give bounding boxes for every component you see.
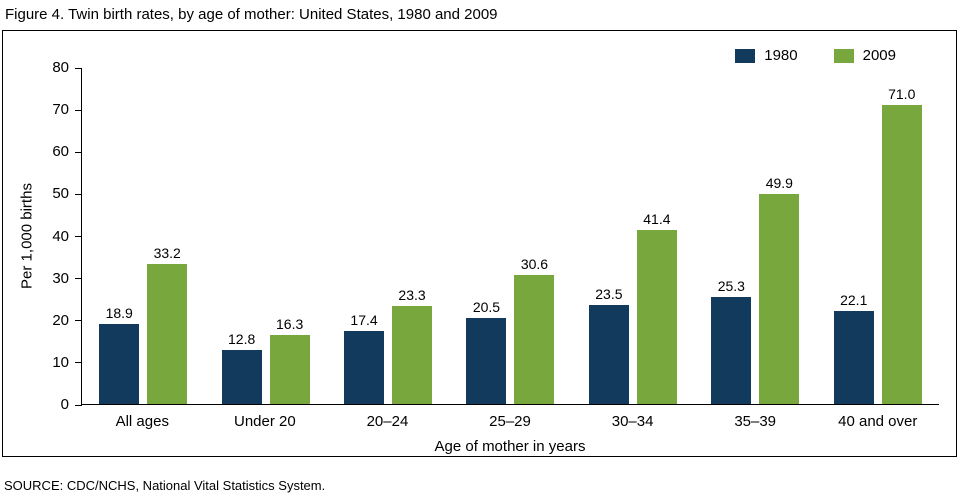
y-tick-label: 10 (52, 353, 69, 371)
y-tick-mark (75, 404, 82, 406)
bar-2009 (636, 229, 677, 404)
bar-value-label: 23.3 (398, 286, 426, 303)
bar-value-label: 23.5 (595, 286, 623, 303)
bars-container: 18.9 33.2 12.8 16.3 17.4 23.3 20.5 30.6 23.5 41.4… (82, 68, 939, 404)
bar-column: 17.4 (344, 311, 385, 404)
x-tick-label: 20–24 (366, 413, 409, 430)
plot-area: 18.9 33.2 12.8 16.3 17.4 23.3 20.5 30.6 23.5 41.4… (52, 59, 939, 413)
y-tick-label: 60 (52, 143, 69, 161)
bar-group: 23.5 41.4 (572, 211, 694, 404)
y-tick-label: 40 (52, 227, 69, 245)
bar-column: 12.8 (221, 331, 262, 404)
bar-value-label: 17.4 (350, 311, 378, 328)
y-tick-label: 70 (52, 101, 69, 119)
chart-frame: 1980 2009 Per 1,000 births 18.9 33.2 12.8 16… (2, 30, 957, 457)
bar-value-label: 25.3 (717, 278, 745, 295)
y-tick-label: 30 (52, 269, 69, 287)
bar-value-label: 41.4 (643, 210, 671, 227)
y-tick-label: 0 (60, 396, 69, 413)
bar-column: 16.3 (269, 316, 310, 404)
bar-group: 18.9 33.2 (82, 245, 204, 404)
y-tick-label: 80 (52, 59, 69, 76)
bar-1980 (466, 317, 507, 404)
bar-2009 (269, 335, 310, 404)
bar-value-label: 30.6 (520, 256, 549, 273)
bar-group: 12.8 16.3 (204, 316, 326, 404)
bar-2009 (514, 275, 555, 404)
bar-value-label: 22.1 (840, 291, 868, 308)
y-tick-mark (75, 151, 82, 153)
bar-2009 (392, 305, 433, 404)
bar-value-label: 18.9 (105, 305, 133, 322)
bar-1980 (221, 350, 262, 404)
x-tick-label: Under 20 (234, 413, 296, 430)
bar-group: 20.5 30.6 (449, 256, 571, 404)
source-note: SOURCE: CDC/NCHS, National Vital Statist… (4, 478, 326, 493)
bar-column: 22.1 (833, 291, 874, 404)
bar-value-label: 20.5 (472, 298, 501, 315)
y-tick-label: 50 (52, 185, 69, 203)
bar-column: 33.2 (147, 245, 188, 404)
legend-label-2009: 2009 (862, 47, 896, 64)
bar-value-label: 71.0 (888, 85, 916, 102)
bar-value-label: 33.2 (153, 245, 181, 262)
y-tick-mark (75, 236, 82, 237)
legend-item-2009: 2009 (833, 47, 896, 64)
y-tick-mark (75, 320, 82, 322)
bar-column: 41.4 (636, 210, 677, 404)
bar-column: 25.3 (711, 278, 752, 404)
bar-1980 (99, 324, 140, 404)
x-axis-label: Age of mother in years (434, 438, 586, 455)
bar-column: 18.9 (99, 305, 140, 404)
bar-value-label: 49.9 (765, 174, 793, 191)
y-tick-mark (75, 109, 82, 111)
bar-column: 71.0 (881, 85, 922, 404)
bar-column: 20.5 (466, 298, 507, 404)
legend-item-1980: 1980 (735, 47, 798, 64)
bar-2009 (147, 264, 188, 404)
bar-group: 22.1 71.0 (817, 86, 939, 404)
bar-1980 (833, 310, 874, 404)
legend-swatch-2009 (833, 48, 854, 63)
bar-group: 25.3 49.9 (694, 175, 816, 404)
legend-label-1980: 1980 (764, 47, 798, 64)
bar-group: 17.4 23.3 (327, 287, 449, 404)
x-tick-label: 35–39 (734, 413, 777, 430)
y-tick-mark (75, 193, 82, 195)
x-tick-label: 25–29 (489, 413, 531, 430)
y-tick-mark (75, 278, 82, 280)
legend-swatch-1980 (735, 48, 756, 63)
x-axis-tick-labels: All ages Under 20 20–24 25–29 30–34 35–39 40 a… (81, 413, 939, 430)
bar-value-label: 16.3 (276, 316, 304, 333)
bar-column: 49.9 (759, 174, 800, 404)
y-tick-mark (75, 67, 82, 69)
bar-2009 (759, 193, 800, 404)
bar-column: 23.5 (588, 286, 629, 404)
y-tick-mark (75, 362, 82, 364)
x-tick-label: All ages (115, 413, 169, 430)
bar-column: 23.3 (392, 286, 433, 404)
bar-1980 (588, 305, 629, 404)
figure-title: Figure 4. Twin birth rates, by age of mo… (5, 6, 498, 23)
x-tick-label: 40 and over (838, 413, 918, 430)
bar-value-label: 12.8 (228, 331, 256, 348)
bar-column: 30.6 (514, 256, 555, 404)
legend: 1980 2009 (735, 47, 896, 64)
x-tick-label: 30–34 (611, 413, 654, 430)
bar-1980 (344, 330, 385, 404)
y-tick-label: 20 (52, 311, 69, 329)
bar-1980 (711, 297, 752, 404)
bar-2009 (881, 104, 922, 404)
